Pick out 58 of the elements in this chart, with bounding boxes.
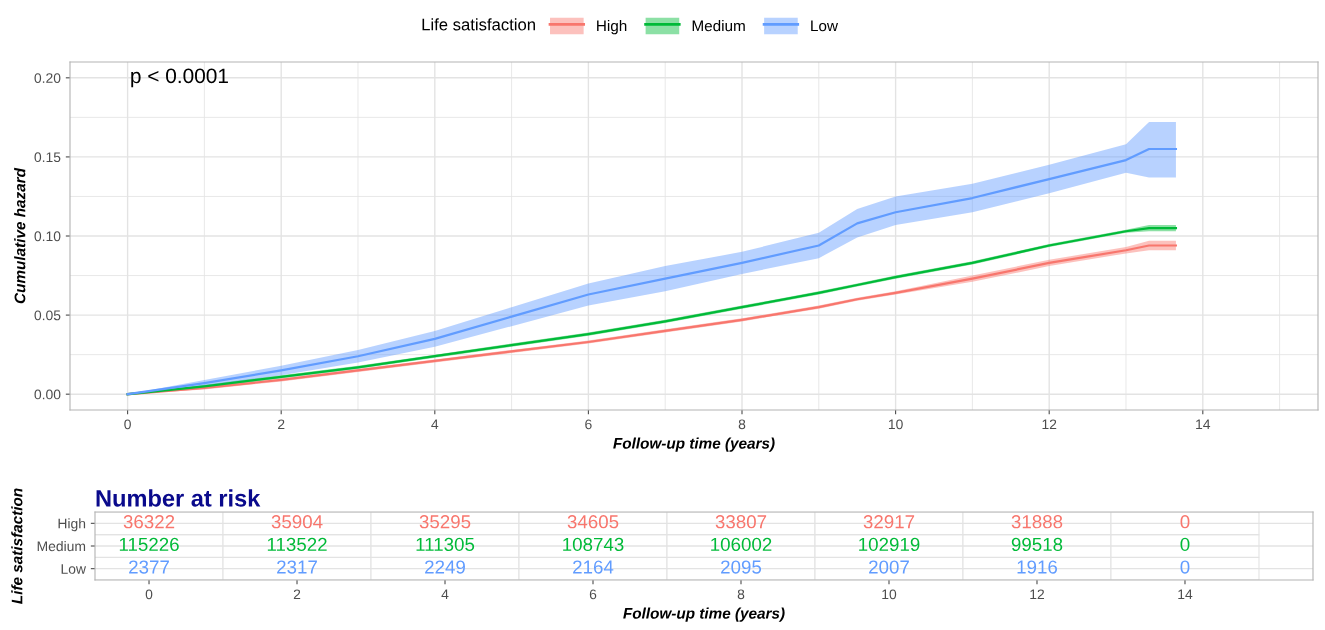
- x-tick-label: 6: [585, 419, 592, 430]
- x-axis-title: Follow-up time (years): [613, 437, 775, 452]
- y-tick-label: Medium: [37, 540, 86, 552]
- data-label: 106002: [711, 537, 772, 552]
- y-tick-label: 0.00: [34, 389, 61, 400]
- x-tick-label: 8: [738, 419, 746, 430]
- x-tick-label: 12: [1042, 419, 1057, 430]
- data-label: 2249: [425, 560, 465, 574]
- data-label: 0: [1180, 515, 1190, 529]
- x-tick-label: 6: [589, 589, 597, 600]
- x-tick-label: 0: [145, 589, 153, 600]
- x-tick-label: 2: [293, 589, 301, 600]
- x-tick-label: 2: [278, 419, 285, 430]
- y-tick-label: 0.05: [34, 310, 61, 321]
- y-tick-label: 0.10: [34, 231, 61, 242]
- data-label: 99518: [1011, 537, 1063, 552]
- x-tick-label: 10: [888, 419, 903, 430]
- x-tick-label: 10: [882, 589, 897, 600]
- x-tick-label: 14: [1178, 589, 1193, 600]
- y-tick-label: 0.20: [34, 73, 61, 83]
- x-tick-label: 4: [441, 589, 449, 600]
- data-label: 108743: [563, 537, 624, 552]
- data-label: 115226: [119, 537, 179, 552]
- data-label: 33807: [715, 515, 767, 529]
- annotation: p < 0.0001: [131, 68, 228, 88]
- data-label: 2377: [129, 560, 169, 574]
- y-axis-title: Life satisfaction: [11, 488, 23, 604]
- y-axis-title: Cumulative hazard: [14, 167, 26, 304]
- data-label: 0: [1180, 560, 1190, 574]
- x-tick-label: 0: [124, 419, 131, 430]
- x-tick-label: 8: [737, 589, 745, 600]
- data-label: 102919: [859, 537, 920, 552]
- data-label: 2095: [721, 560, 762, 574]
- data-label: 113522: [267, 537, 327, 552]
- data-label: 31888: [1011, 515, 1063, 529]
- x-axis-title: Follow-up time (years): [623, 607, 785, 622]
- y-tick-label: Low: [61, 564, 87, 574]
- data-label: 2164: [573, 560, 614, 574]
- x-tick-label: 14: [1196, 419, 1211, 430]
- legend-title: Life satisfaction: [422, 18, 535, 31]
- legend-label: Medium: [692, 20, 745, 32]
- y-tick-label: High: [58, 518, 86, 532]
- y-tick-label: 0.15: [34, 152, 61, 163]
- x-tick-label: 4: [431, 419, 439, 430]
- data-label: 35295: [419, 515, 471, 529]
- data-label: 34605: [567, 515, 619, 529]
- data-label: 32917: [863, 515, 915, 529]
- x-tick-label: 12: [1030, 589, 1045, 600]
- data-label: 2007: [869, 560, 909, 574]
- data-label: 111305: [416, 537, 475, 552]
- data-label: 35904: [271, 515, 323, 529]
- legend-label: Low: [811, 20, 839, 32]
- chart-title: Number at risk: [96, 489, 261, 507]
- legend-label: High: [597, 20, 627, 35]
- data-label: 0: [1180, 537, 1190, 552]
- data-label: 36322: [123, 515, 175, 529]
- data-label: 1916: [1017, 560, 1058, 574]
- data-label: 2317: [277, 560, 317, 574]
